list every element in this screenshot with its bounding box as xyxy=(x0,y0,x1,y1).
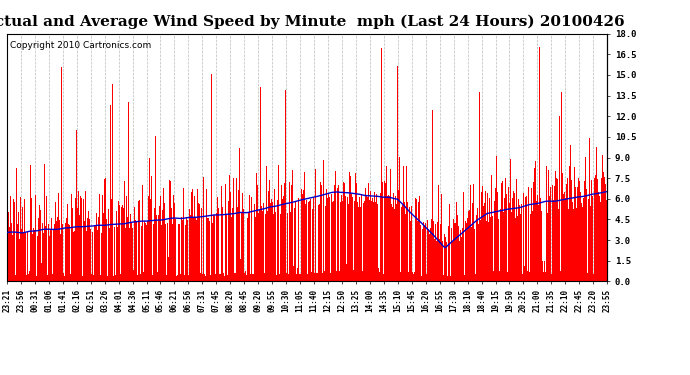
Text: Actual and Average Wind Speed by Minute  mph (Last 24 Hours) 20100426: Actual and Average Wind Speed by Minute … xyxy=(0,15,624,29)
Text: Copyright 2010 Cartronics.com: Copyright 2010 Cartronics.com xyxy=(10,41,151,50)
